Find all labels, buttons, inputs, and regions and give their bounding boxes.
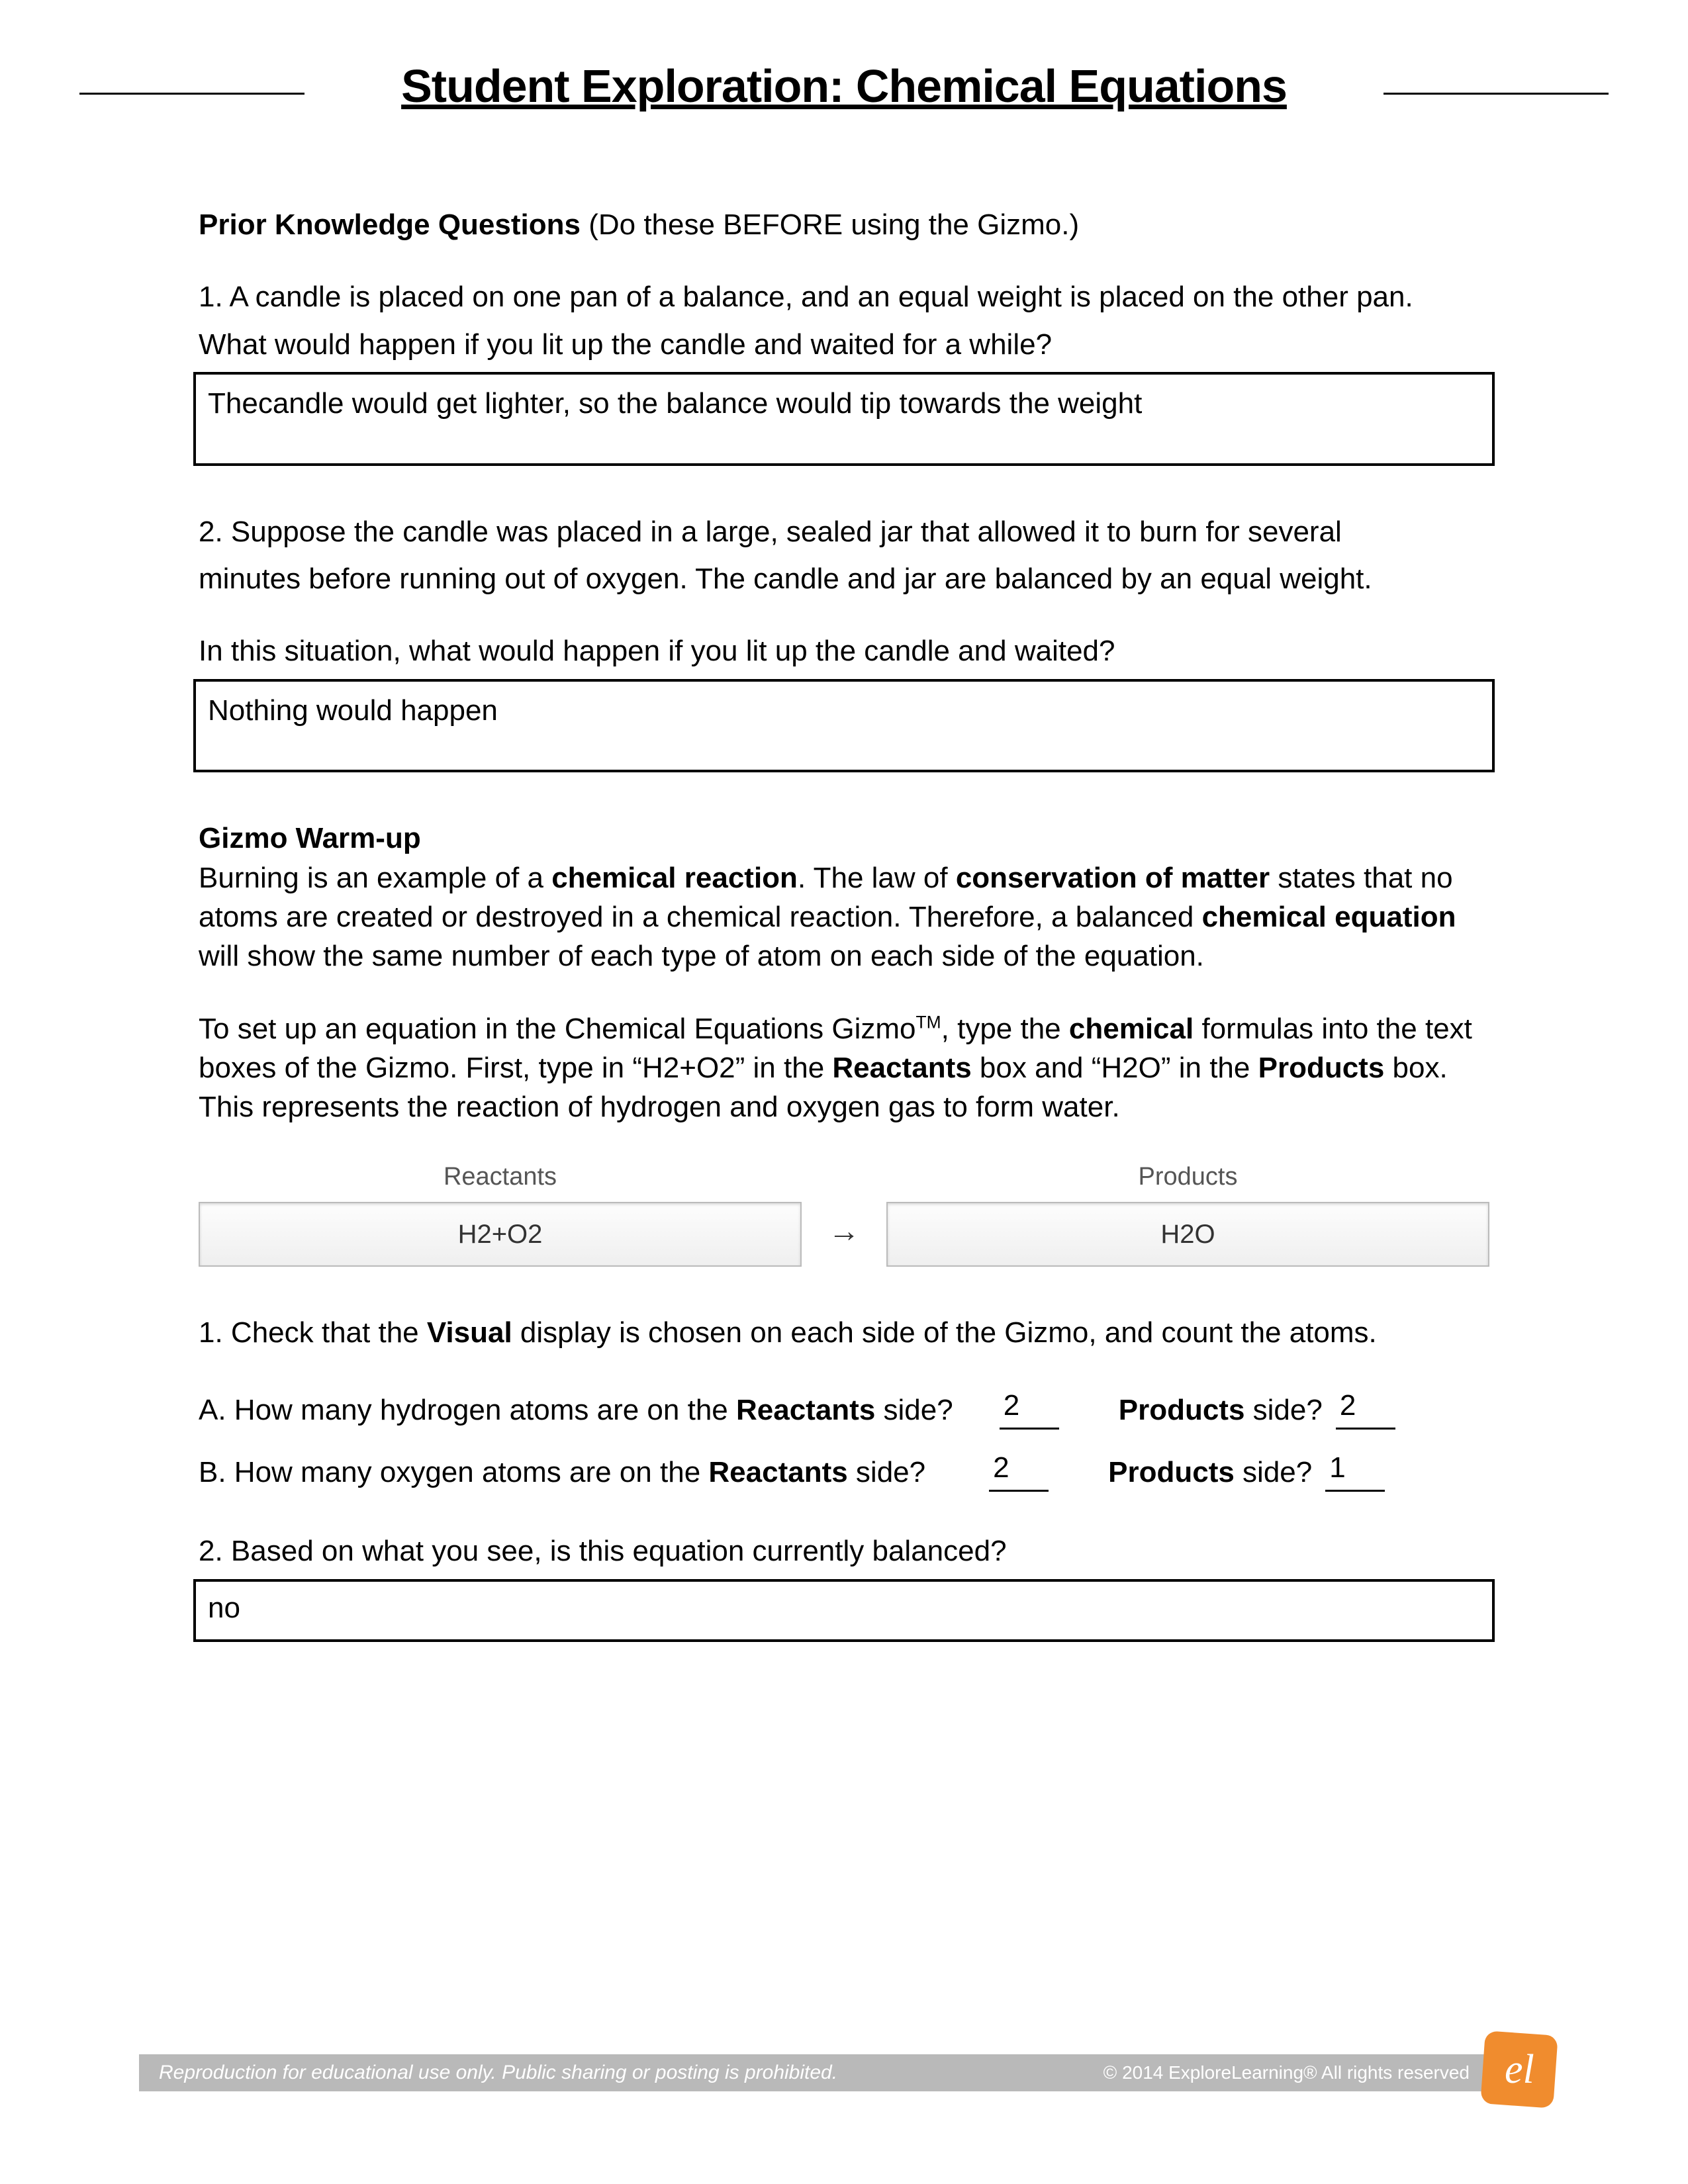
answer-box-3[interactable]: no bbox=[193, 1579, 1495, 1642]
wp1-d: conservation of matter bbox=[956, 862, 1270, 894]
warmup-p1: Burning is an example of a chemical reac… bbox=[199, 858, 1489, 976]
reactants-label: Reactants bbox=[444, 1160, 557, 1194]
content-area: Prior Knowledge Questions (Do these BEFO… bbox=[79, 119, 1609, 1642]
wp1-b: chemical reaction bbox=[551, 862, 798, 894]
answer-box-2[interactable]: Nothing would happen bbox=[193, 679, 1495, 772]
warmup-p2: To set up an equation in the Chemical Eq… bbox=[199, 1009, 1489, 1127]
rowA-text2: Products side? bbox=[1119, 1390, 1323, 1430]
rowB-q1: B. How many oxygen atoms are on the bbox=[199, 1456, 708, 1488]
products-label: Products bbox=[1139, 1160, 1238, 1194]
rowB-blank2[interactable]: 1 bbox=[1325, 1448, 1385, 1492]
rowB-text: B. How many oxygen atoms are on the Reac… bbox=[199, 1453, 925, 1492]
rowA-blank1[interactable]: 2 bbox=[1000, 1386, 1059, 1430]
atom-row-b: B. How many oxygen atoms are on the Reac… bbox=[199, 1448, 1489, 1492]
answer-2-text: Nothing would happen bbox=[208, 694, 498, 727]
rowA-blank2[interactable]: 2 bbox=[1336, 1386, 1395, 1430]
rowA-q1: A. How many hydrogen atoms are on the bbox=[199, 1394, 736, 1426]
answer-3-text: no bbox=[208, 1592, 240, 1624]
footer-bar: Reproduction for educational use only. P… bbox=[139, 2054, 1489, 2091]
footer-right: © 2014 ExploreLearning® All rights reser… bbox=[1103, 2062, 1470, 2083]
wp1-a: Burning is an example of a bbox=[199, 862, 551, 894]
q1-line2: What would happen if you lit up the cand… bbox=[199, 325, 1489, 364]
explorelearning-logo-icon: el bbox=[1480, 2030, 1558, 2108]
reactants-col: Reactants H2+O2 bbox=[199, 1160, 802, 1267]
wp2-a: To set up an equation in the Chemical Eq… bbox=[199, 1013, 916, 1045]
rowB-q3: side? bbox=[1235, 1456, 1312, 1488]
reactants-field[interactable]: H2+O2 bbox=[199, 1202, 802, 1267]
wp1-g: will show the same number of each type o… bbox=[199, 940, 1204, 972]
rowB-q2: side? bbox=[848, 1456, 925, 1488]
q1-line1: 1. A candle is placed on one pan of a ba… bbox=[199, 277, 1489, 316]
wp2-f: box and “H2O” in the bbox=[972, 1052, 1258, 1084]
rowA-b1: Reactants bbox=[736, 1394, 875, 1426]
vq1-b: Visual bbox=[427, 1316, 512, 1349]
rowB-b1: Reactants bbox=[708, 1456, 847, 1488]
rowA-q3: side? bbox=[1244, 1394, 1322, 1426]
visual-q2: 2. Based on what you see, is this equati… bbox=[199, 1531, 1489, 1570]
warmup-heading: Gizmo Warm-up bbox=[199, 819, 1489, 858]
wp2-g: Products bbox=[1258, 1052, 1385, 1084]
q2-line2: minutes before running out of oxygen. Th… bbox=[199, 559, 1489, 598]
wp2-e: Reactants bbox=[832, 1052, 971, 1084]
arrow-icon: → bbox=[828, 1210, 860, 1267]
gizmo-diagram: Reactants H2+O2 → Products H2O bbox=[199, 1160, 1489, 1267]
footer-left: Reproduction for educational use only. P… bbox=[159, 2062, 837, 2084]
worksheet-page: Student Exploration: Chemical Equations … bbox=[0, 0, 1688, 2184]
rowA-b2: Products bbox=[1119, 1394, 1245, 1426]
rowB-blank1[interactable]: 2 bbox=[989, 1448, 1049, 1492]
products-field[interactable]: H2O bbox=[886, 1202, 1489, 1267]
q2-line1: 2. Suppose the candle was placed in a la… bbox=[199, 512, 1489, 551]
vq1-c: display is chosen on each side of the Gi… bbox=[512, 1316, 1377, 1349]
products-col: Products H2O bbox=[886, 1160, 1489, 1267]
page-title: Student Exploration: Chemical Equations bbox=[401, 60, 1287, 113]
wp2-b: , type the bbox=[941, 1013, 1069, 1045]
title-wrap: Student Exploration: Chemical Equations bbox=[79, 60, 1609, 113]
answer-1-text: Thecandle would get lighter, so the bala… bbox=[208, 387, 1142, 420]
atom-row-a: A. How many hydrogen atoms are on the Re… bbox=[199, 1386, 1489, 1430]
rowB-b2: Products bbox=[1108, 1456, 1235, 1488]
q2-line3: In this situation, what would happen if … bbox=[199, 631, 1489, 670]
logo-text: el bbox=[1505, 2046, 1534, 2093]
wp2-tm: TM bbox=[916, 1012, 941, 1032]
wp1-c: . The law of bbox=[798, 862, 956, 894]
prior-heading-line: Prior Knowledge Questions (Do these BEFO… bbox=[199, 205, 1489, 244]
prior-note: (Do these BEFORE using the Gizmo.) bbox=[581, 208, 1079, 241]
answer-box-1[interactable]: Thecandle would get lighter, so the bala… bbox=[193, 372, 1495, 465]
prior-heading: Prior Knowledge Questions bbox=[199, 208, 581, 241]
rowA-q2: side? bbox=[875, 1394, 953, 1426]
wp1-f: chemical equation bbox=[1202, 901, 1456, 933]
vq1-a: 1. Check that the bbox=[199, 1316, 427, 1349]
wp2-c: chemical bbox=[1069, 1013, 1194, 1045]
visual-q1: 1. Check that the Visual display is chos… bbox=[199, 1313, 1489, 1352]
title-rule-left bbox=[79, 93, 305, 95]
title-rule-right bbox=[1383, 93, 1609, 95]
rowB-text2: Products side? bbox=[1108, 1453, 1312, 1492]
rowA-text: A. How many hydrogen atoms are on the Re… bbox=[199, 1390, 953, 1430]
